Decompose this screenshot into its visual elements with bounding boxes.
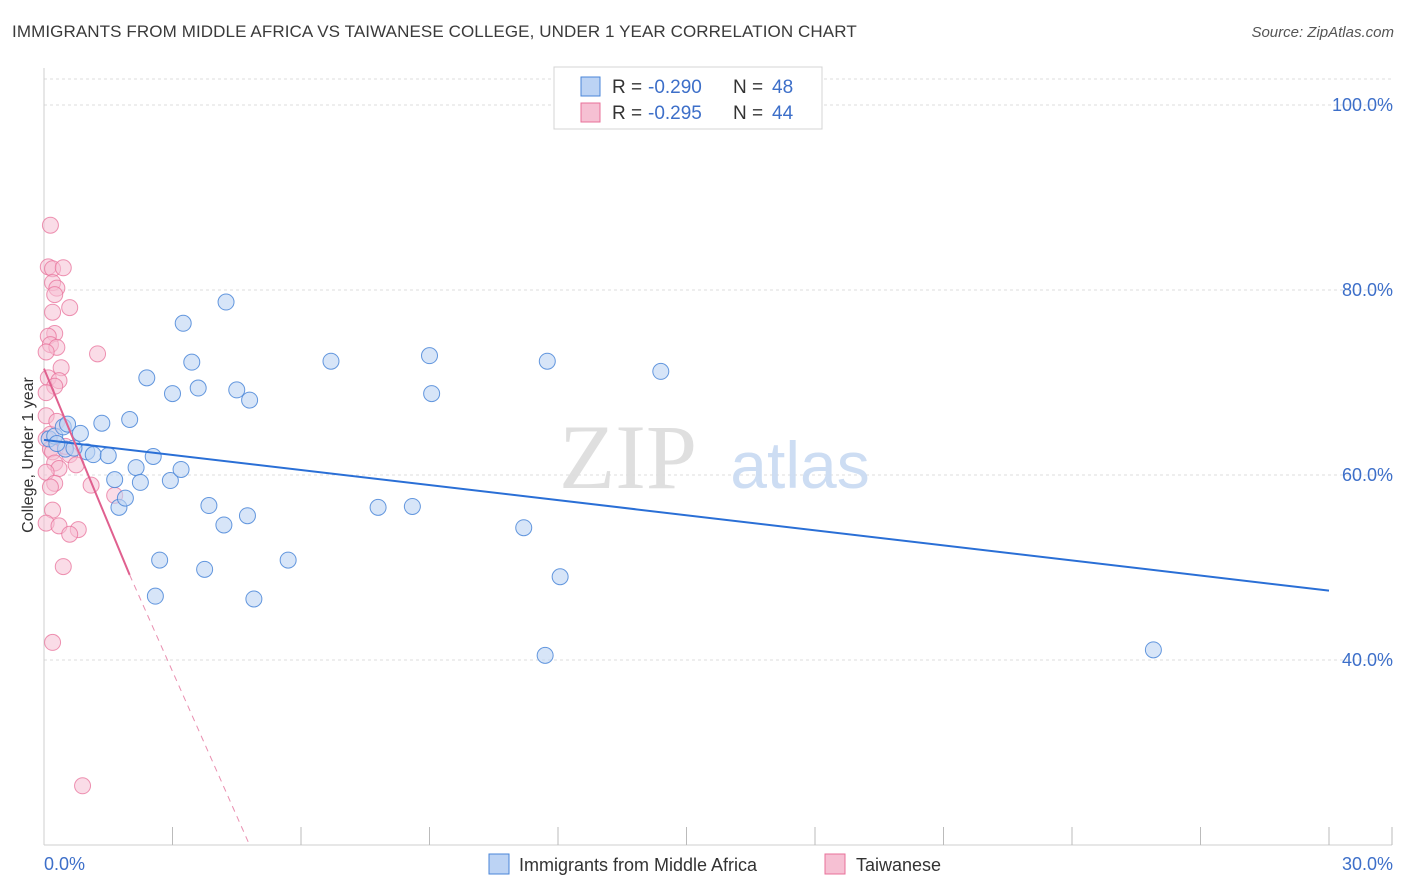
middle-africa-point	[423, 385, 441, 403]
legend-swatch-pink	[580, 102, 601, 123]
taiwanese-point	[37, 343, 55, 361]
taiwanese-point	[74, 777, 92, 795]
x-tick-labels: 0.0% 30.0%	[44, 854, 1393, 874]
bottom-legend-swatch-blue	[488, 853, 510, 875]
middle-africa-point	[189, 379, 207, 397]
middle-africa-point	[369, 498, 387, 516]
middle-africa-trend-line	[43, 438, 1330, 592]
taiwanese-point	[41, 216, 59, 234]
gridlines	[44, 78, 1392, 661]
taiwanese-trend-line	[43, 368, 131, 576]
middle-africa-point	[146, 587, 164, 605]
middle-africa-point	[652, 362, 670, 380]
source-label: Source: ZipAtlas.com	[1251, 24, 1394, 41]
middle-africa-point	[138, 369, 156, 387]
middle-africa-point	[93, 414, 111, 432]
taiwanese-point	[61, 525, 79, 543]
middle-africa-point	[551, 568, 569, 586]
bottom-legend-label-1: Immigrants from Middle Africa	[519, 855, 758, 875]
legend-r-label-1: R =	[612, 77, 642, 98]
taiwanese-point	[41, 478, 59, 496]
taiwanese-point	[54, 259, 72, 277]
middle-africa-point	[116, 489, 134, 507]
middle-africa-point	[71, 424, 89, 442]
legend-n-label-1: N =	[733, 77, 763, 98]
trend-lines	[43, 368, 1330, 846]
watermark-zip: ZIP	[559, 406, 697, 508]
series-legend: Immigrants from Middle Africa Taiwanese	[488, 853, 941, 875]
y-tick-label: 60.0%	[1342, 465, 1393, 485]
middle-africa-point	[174, 314, 192, 332]
middle-africa-point	[228, 381, 246, 399]
stats-legend: R = -0.290 N = 48 R = -0.295 N = 44	[553, 66, 823, 130]
watermark: ZIP atlas	[559, 406, 870, 508]
middle-africa-point	[279, 551, 297, 569]
middle-africa-point	[322, 352, 340, 370]
bottom-legend-label-2: Taiwanese	[856, 855, 941, 875]
middle-africa-point	[200, 497, 218, 515]
middle-africa-point	[127, 459, 145, 477]
middle-africa-point	[172, 460, 190, 478]
middle-africa-point	[48, 435, 66, 453]
y-tick-label: 80.0%	[1342, 280, 1393, 300]
watermark-atlas: atlas	[730, 428, 869, 502]
middle-africa-point	[183, 353, 201, 371]
taiwanese-point	[54, 558, 72, 576]
y-axis-label: College, Under 1 year	[20, 377, 37, 533]
legend-r-value-2: -0.295	[648, 103, 702, 124]
middle-africa-point	[536, 646, 554, 664]
middle-africa-point	[196, 560, 214, 578]
taiwanese-point	[44, 303, 62, 321]
middle-africa-point	[106, 471, 124, 489]
middle-africa-point	[515, 519, 533, 537]
taiwanese-trend-extension	[129, 574, 251, 846]
y-tick-label: 40.0%	[1342, 650, 1393, 670]
y-tick-label: 100.0%	[1332, 95, 1393, 115]
middle-africa-point	[164, 385, 181, 403]
middle-africa-point	[144, 448, 162, 465]
middle-africa-point	[1144, 641, 1162, 659]
middle-africa-point	[241, 391, 259, 409]
x-tick-label: 30.0%	[1342, 854, 1393, 874]
taiwanese-point	[46, 286, 64, 304]
middle-africa-point	[238, 507, 256, 525]
middle-africa-point	[99, 447, 117, 465]
legend-n-label-2: N =	[733, 103, 763, 124]
middle-africa-point	[161, 472, 179, 490]
middle-africa-point	[217, 293, 235, 311]
middle-africa-point	[403, 497, 421, 515]
taiwanese-point	[61, 299, 79, 317]
bottom-legend-swatch-pink	[824, 853, 846, 875]
middle-africa-point	[215, 516, 233, 534]
legend-n-value-1: 48	[772, 77, 793, 98]
taiwanese-point	[44, 633, 62, 651]
legend-r-value-1: -0.290	[648, 77, 702, 98]
x-tick-label: 0.0%	[44, 854, 85, 874]
middle-africa-point	[538, 352, 556, 370]
legend-swatch-blue	[580, 76, 601, 97]
legend-n-value-2: 44	[772, 103, 794, 124]
middle-africa-point	[151, 551, 169, 569]
chart-title: IMMIGRANTS FROM MIDDLE AFRICA VS TAIWANE…	[12, 22, 857, 41]
middle-africa-point	[121, 411, 139, 428]
y-tick-labels: 40.0% 60.0% 80.0% 100.0%	[1332, 95, 1393, 670]
taiwanese-point	[89, 345, 107, 363]
legend-r-label-2: R =	[612, 103, 642, 124]
middle-africa-point	[421, 347, 438, 365]
middle-africa-point	[131, 473, 149, 491]
axes	[43, 68, 1393, 846]
middle-africa-point	[84, 446, 102, 464]
middle-africa-point	[245, 590, 263, 608]
taiwanese-points	[37, 216, 124, 795]
